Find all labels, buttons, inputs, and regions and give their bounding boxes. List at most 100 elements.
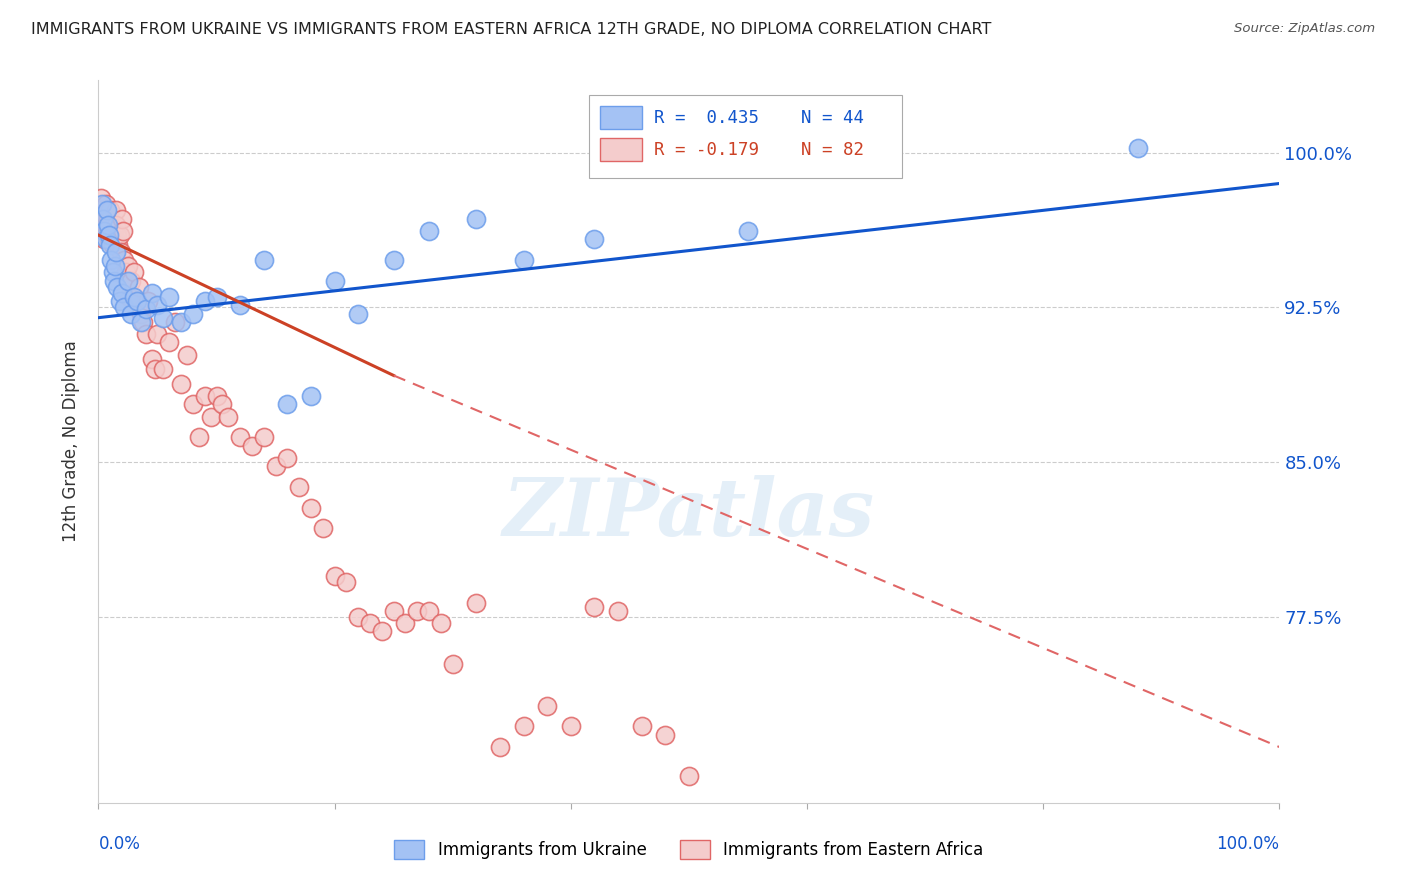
Point: [93, 224, 115, 238]
Point: [170, 376, 193, 391]
Point: [418, 604, 440, 618]
Point: [91, 197, 114, 211]
Point: [181, 307, 204, 321]
Point: [94, 197, 117, 211]
Y-axis label: 12th Grade, No Diploma: 12th Grade, No Diploma: [62, 341, 80, 542]
Point: [194, 389, 217, 403]
Point: [98, 228, 121, 243]
Point: [112, 301, 135, 315]
Text: Source: ZipAtlas.com: Source: ZipAtlas.com: [1234, 22, 1375, 36]
Point: [111, 285, 134, 300]
Point: [143, 362, 166, 376]
Point: [98, 218, 121, 232]
Point: [347, 610, 370, 624]
Point: [157, 290, 180, 304]
Point: [100, 228, 122, 243]
Point: [115, 273, 138, 287]
Point: [105, 279, 128, 293]
Point: [489, 740, 512, 755]
Point: [136, 294, 159, 309]
Point: [129, 307, 152, 321]
Point: [1126, 141, 1149, 155]
Point: [108, 228, 131, 243]
Point: [394, 616, 416, 631]
Point: [105, 228, 128, 243]
Point: [264, 459, 287, 474]
Legend: Immigrants from Ukraine, Immigrants from Eastern Africa: Immigrants from Ukraine, Immigrants from…: [394, 840, 984, 860]
Text: 100.0%: 100.0%: [1216, 835, 1279, 854]
Point: [117, 259, 139, 273]
Point: [406, 604, 429, 618]
Point: [93, 232, 115, 246]
Point: [181, 397, 204, 411]
Point: [101, 265, 124, 279]
Point: [94, 218, 117, 232]
Point: [98, 232, 121, 246]
Point: [118, 290, 141, 304]
Point: [141, 351, 163, 366]
Point: [253, 252, 276, 267]
Point: [112, 224, 135, 238]
Point: [737, 224, 759, 238]
Point: [105, 203, 128, 218]
Point: [132, 315, 155, 329]
Point: [240, 439, 263, 453]
Point: [170, 315, 193, 329]
Point: [276, 397, 298, 411]
Point: [441, 657, 464, 672]
Point: [347, 307, 370, 321]
Point: [465, 596, 488, 610]
Point: [299, 500, 322, 515]
Point: [152, 362, 174, 376]
Text: IMMIGRANTS FROM UKRAINE VS IMMIGRANTS FROM EASTERN AFRICA 12TH GRADE, NO DIPLOMA: IMMIGRANTS FROM UKRAINE VS IMMIGRANTS FR…: [31, 22, 991, 37]
Point: [512, 252, 534, 267]
FancyBboxPatch shape: [589, 95, 901, 178]
Point: [187, 430, 209, 444]
Point: [205, 389, 228, 403]
Point: [129, 315, 152, 329]
Text: ZIPatlas: ZIPatlas: [503, 475, 875, 552]
Point: [205, 290, 228, 304]
Point: [135, 302, 157, 317]
Point: [276, 451, 298, 466]
Point: [105, 244, 128, 259]
Point: [98, 203, 121, 218]
Point: [121, 307, 143, 321]
Point: [128, 279, 150, 293]
Point: [323, 568, 346, 582]
Point: [98, 238, 121, 252]
Point: [107, 238, 129, 252]
Point: [141, 285, 163, 300]
Point: [200, 409, 222, 424]
Point: [97, 211, 120, 226]
Point: [312, 521, 335, 535]
Point: [607, 604, 630, 618]
Point: [117, 273, 139, 287]
Text: 0.0%: 0.0%: [98, 835, 141, 854]
Point: [176, 348, 198, 362]
Point: [114, 265, 136, 279]
Point: [583, 232, 606, 246]
Point: [418, 224, 440, 238]
Point: [654, 728, 676, 742]
Point: [104, 232, 127, 246]
Point: [91, 224, 114, 238]
Point: [560, 719, 582, 733]
Point: [152, 310, 174, 325]
Point: [103, 224, 125, 238]
Point: [323, 273, 346, 287]
Point: [91, 211, 114, 226]
Point: [97, 224, 120, 238]
Point: [122, 290, 145, 304]
Text: R =  0.435    N = 44: R = 0.435 N = 44: [654, 109, 863, 127]
Bar: [600, 106, 641, 129]
Point: [127, 294, 149, 309]
Point: [299, 389, 322, 403]
Point: [678, 769, 700, 783]
Point: [217, 409, 239, 424]
Point: [536, 698, 558, 713]
Point: [97, 218, 120, 232]
Point: [94, 232, 117, 246]
Bar: [600, 138, 641, 161]
Point: [101, 238, 124, 252]
